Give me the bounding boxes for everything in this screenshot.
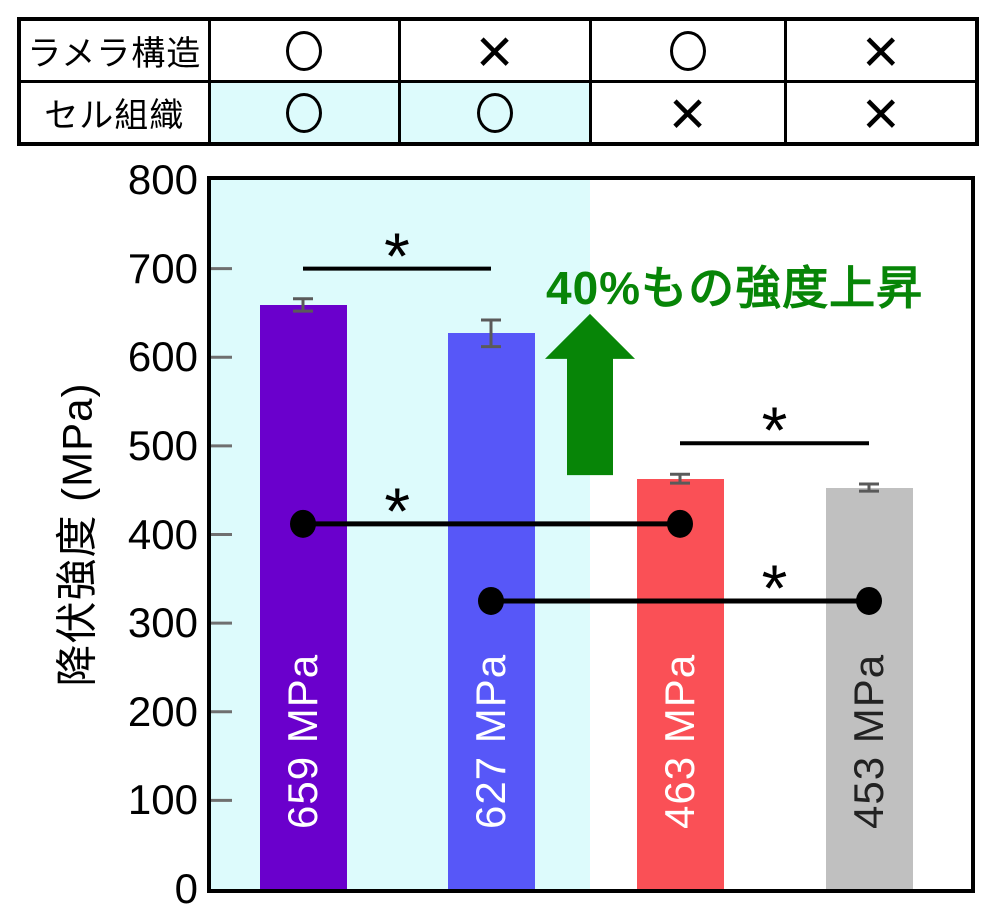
table-cell: [399, 82, 590, 145]
cross-mark: ×: [862, 23, 899, 79]
table-cell: ×: [399, 19, 590, 82]
row-label-cell-structure: セル組織: [19, 82, 209, 145]
cross-mark: ×: [862, 85, 899, 141]
y-tick-label: 600: [56, 336, 198, 378]
circle-mark: [670, 31, 706, 71]
table-row-lamella: ラメラ構造 × ×: [19, 19, 977, 82]
y-tick-label: 100: [56, 779, 198, 821]
y-tick-label: 200: [56, 691, 198, 733]
y-tick-label: 800: [56, 159, 198, 201]
table-cell: [209, 19, 399, 82]
table-cell: ×: [590, 82, 785, 145]
y-tick-label: 400: [56, 514, 198, 556]
significance-asterisk: *: [384, 478, 410, 544]
cross-mark: ×: [669, 85, 706, 141]
significance-asterisk: *: [762, 555, 788, 621]
y-tick-label: 300: [56, 602, 198, 644]
table-cell: [590, 19, 785, 82]
table-row-cell-structure: セル組織 × ×: [19, 82, 977, 145]
significance-asterisk: *: [762, 397, 788, 463]
increase-arrow: [545, 314, 635, 475]
significance-asterisk: *: [384, 223, 410, 289]
y-tick-label: 700: [56, 248, 198, 290]
circle-mark: [286, 31, 322, 71]
table-cell: ×: [785, 82, 977, 145]
y-tick-label: 500: [56, 425, 198, 467]
significance-dot: [478, 587, 504, 615]
figure: ラメラ構造 × × セル組織 × × 降伏強度 (MPa) 659 MPa 62…: [0, 0, 986, 910]
significance-dot: [856, 587, 882, 615]
table-cell: ×: [785, 19, 977, 82]
significance-dot: [290, 510, 316, 538]
plot-area: 659 MPa 627 MPa 463 MPa 453 MPa 40%もの強度上…: [207, 176, 975, 893]
condition-table: ラメラ構造 × × セル組織 × ×: [17, 17, 979, 146]
circle-mark: [477, 93, 513, 133]
row-label-lamella: ラメラ構造: [19, 19, 209, 82]
y-tick-label: 0: [56, 868, 198, 910]
cross-mark: ×: [476, 23, 513, 79]
increase-arrow-label: 40%もの強度上昇: [546, 252, 923, 318]
table-cell: [209, 82, 399, 145]
significance-dot: [667, 510, 693, 538]
circle-mark: [286, 93, 322, 133]
